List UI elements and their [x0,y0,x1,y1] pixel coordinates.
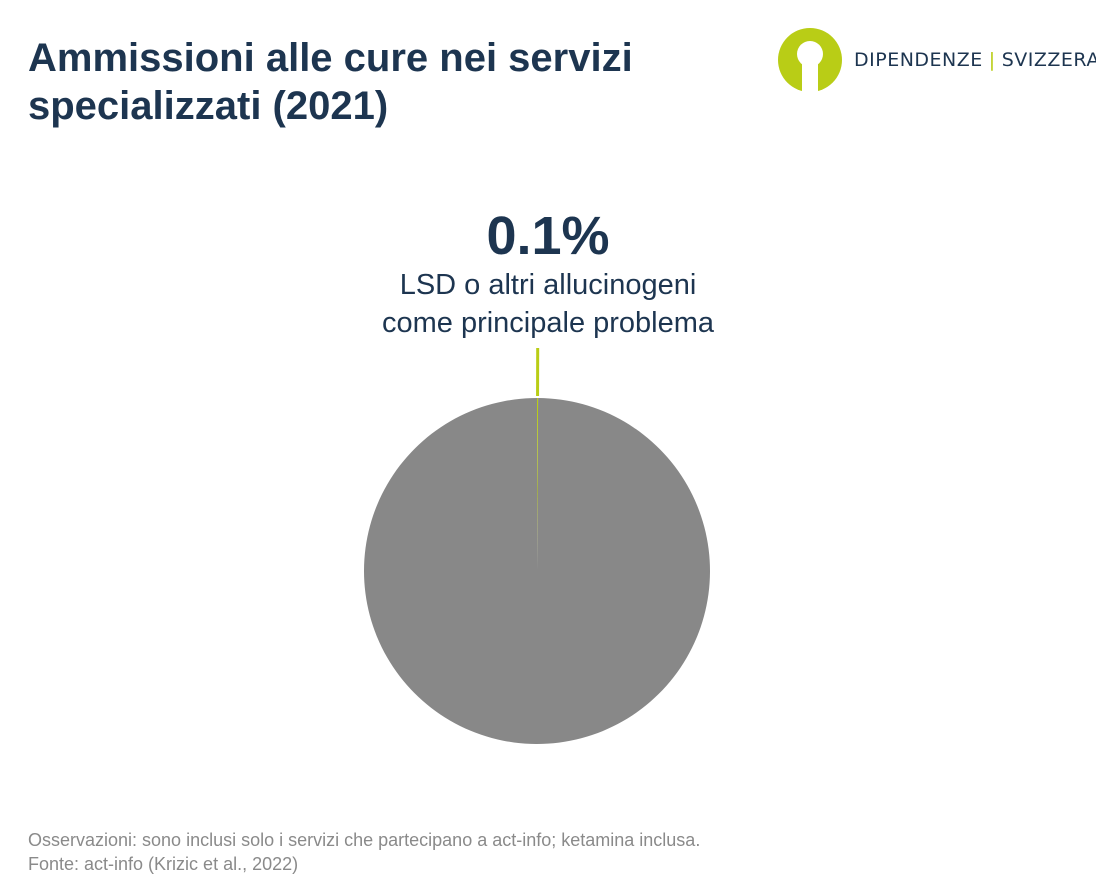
page-title: Ammissioni alle cure nei servizi special… [28,36,633,128]
logo-right-text: SVIZZERA [1001,49,1096,71]
highlight-slice-label: LSD o altri allucinogeni come principale… [0,266,1096,342]
pie-slice-rest [363,398,710,744]
highlight-label-line-2: come principale problema [381,307,715,339]
pie-slice-highlight [537,398,539,571]
highlight-label-line-1: LSD o altri allucinogeni [399,269,697,301]
highlight-value-label: 0.1% [486,206,610,266]
person-icon [778,28,842,92]
logo-text: DIPENDENZE | SVIZZERA [854,48,1096,72]
logo-left-text: DIPENDENZE [854,49,983,71]
footer: Osservazioni: sono inclusi solo i serviz… [28,828,700,876]
footer-source: Fonte: act-info (Krizic et al., 2022) [28,854,299,874]
logo-separator: | [988,49,996,71]
footer-note: Osservazioni: sono inclusi solo i serviz… [28,830,701,850]
